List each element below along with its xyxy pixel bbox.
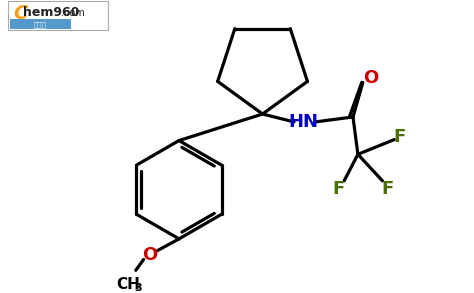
Text: HN: HN [289,113,319,131]
Text: O: O [363,69,378,87]
Text: 化工网: 化工网 [34,21,47,28]
Text: F: F [393,128,405,146]
Text: O: O [142,246,157,264]
Text: hem960: hem960 [23,6,79,19]
FancyBboxPatch shape [10,19,71,30]
FancyBboxPatch shape [8,1,108,30]
Text: C: C [13,4,27,23]
Text: .com: .com [61,8,85,18]
Text: F: F [381,180,393,198]
Text: CH: CH [116,277,140,292]
Text: F: F [332,180,345,198]
Text: 3: 3 [134,283,142,293]
